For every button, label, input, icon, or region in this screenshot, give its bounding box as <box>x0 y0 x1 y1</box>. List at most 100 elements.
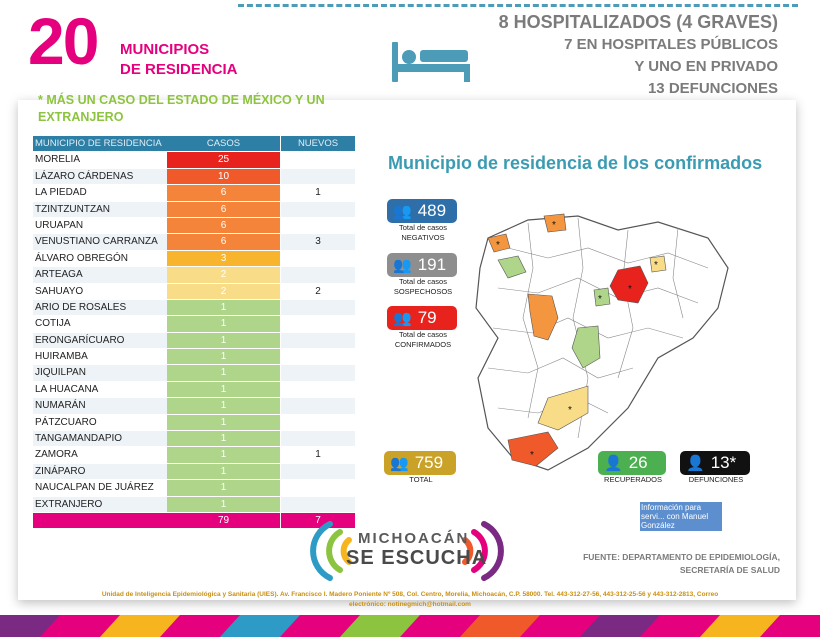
recuperados-value: 26 <box>628 453 648 472</box>
table-row: ARIO DE ROSALES 1 <box>33 299 355 317</box>
table-row: LA HUACANA 1 <box>33 381 355 399</box>
nuevos-cell <box>281 201 355 217</box>
top-dashed-divider <box>238 4 798 7</box>
address-line1: Unidad de Inteligencia Epidemiológica y … <box>101 591 719 598</box>
table-row: ERONGARÍCUARO 1 <box>33 332 355 350</box>
people-icon: 👥 <box>390 455 409 472</box>
municipio-cell: ERONGARÍCUARO <box>33 332 167 349</box>
marker-lazaro-cardenas: * <box>530 450 534 461</box>
total-casos: 79 <box>167 512 280 529</box>
defunciones-value: 13* <box>710 453 737 472</box>
region-arteaga <box>537 385 589 431</box>
nuevos-cell <box>281 463 355 480</box>
sospechosos-caption: Total de casos SOSPECHOSOS <box>387 277 459 297</box>
region-la-piedad <box>543 213 567 233</box>
negativos-caption1: Total de casos <box>399 223 447 232</box>
map-title: Municipio de residencia de los confirmad… <box>388 153 763 173</box>
table-row: VENUSTIANO CARRANZA 6 3 <box>33 234 355 251</box>
total-nuevos: 7 <box>281 512 355 529</box>
total-stat: 👥 759 TOTAL <box>384 451 458 485</box>
region-patzcuaro <box>593 287 611 307</box>
marker-arteaga: * <box>568 405 572 416</box>
nuevos-cell <box>281 152 355 167</box>
nuevos-cell: 1 <box>315 449 321 461</box>
table-row: URUAPAN 6 <box>33 217 355 235</box>
confirmados-caption1: Total de casos <box>399 330 447 339</box>
table-total-row: 79 7 <box>33 512 355 530</box>
region-uruapan <box>527 293 559 341</box>
casos-cell: 1 <box>167 398 280 414</box>
total-badge: 👥 759 <box>384 451 456 475</box>
hospital-summary: 8 HOSPITALIZADOS (4 GRAVES) 7 EN HOSPITA… <box>499 10 778 100</box>
hospital-line4: 13 DEFUNCIONES <box>647 80 778 97</box>
casos-cell: 25 <box>167 152 280 168</box>
address-footer: Unidad de Inteligencia Epidemiológica y … <box>40 590 780 610</box>
sospechosos-badge: 👥 191 <box>387 253 457 277</box>
nuevos-cell <box>281 415 355 430</box>
people-icon: 👥 <box>393 203 412 220</box>
confirmados-badge: 👥 79 <box>387 306 457 330</box>
municipio-cell: ARTEAGA <box>33 267 167 283</box>
brand-line1: MICHOACÁN <box>358 530 470 547</box>
header-casos: CASOS <box>167 136 280 152</box>
table-row: ÁLVARO OBREGÓN 3 <box>33 250 355 268</box>
municipio-cell: MORELIA <box>33 152 167 168</box>
table-row: SAHUAYO 2 2 <box>33 283 355 300</box>
nuevos-cell <box>281 365 355 381</box>
marker-zinaparo: * <box>654 260 658 271</box>
municipality-title: MUNICIPIOS DE RESIDENCIA <box>120 40 238 80</box>
table-row: LA PIEDAD 6 1 <box>33 185 355 202</box>
decorative-stripe <box>0 615 820 637</box>
nuevos-cell <box>281 480 355 495</box>
casos-cell: 1 <box>167 365 280 381</box>
municipio-cell: LA HUACANA <box>33 381 167 398</box>
casos-cell: 6 <box>167 234 280 250</box>
marker-la-piedad: * <box>552 220 556 231</box>
casos-cell: 1 <box>167 463 280 480</box>
address-line2: electrónico: notinegmich@hotmail.com <box>349 601 471 608</box>
nuevos-cell <box>281 398 355 414</box>
table-row: JIQUILPAN 1 <box>33 365 355 382</box>
header-municipio: MUNICIPIO DE RESIDENCIA <box>33 136 167 152</box>
casos-cell: 1 <box>167 316 280 332</box>
region-jiquilpan <box>497 255 527 279</box>
region-zinaparo <box>649 255 667 273</box>
nuevos-cell <box>281 299 355 316</box>
person-icon: 👤 <box>686 455 705 472</box>
header-nuevos: NUEVOS <box>281 136 355 152</box>
municipio-cell: JIQUILPAN <box>33 365 167 381</box>
nuevos-cell <box>281 332 355 349</box>
michoacan-se-escucha-logo <box>310 521 504 581</box>
defunciones-caption: DEFUNCIONES <box>688 475 744 484</box>
municipality-title-line1: MUNICIPIOS <box>120 41 210 58</box>
nuevos-cell <box>281 267 355 283</box>
casos-cell: 1 <box>167 299 280 316</box>
casos-cell: 2 <box>167 283 280 299</box>
confirmados-caption2: CONFIRMADOS <box>394 340 452 349</box>
negativos-value: 489 <box>417 201 447 220</box>
confirmados-stat: 👥 79 Total de casos CONFIRMADOS <box>387 306 459 350</box>
casos-cell: 6 <box>167 185 280 201</box>
casos-cell: 2 <box>167 267 280 283</box>
marker-patzcuaro: * <box>598 294 602 305</box>
defunciones-stat: 👤 13* DEFUNCIONES <box>680 451 752 485</box>
nuevos-cell <box>281 496 355 512</box>
municipio-cell: TZINTZUNTZAN <box>33 201 167 217</box>
marker-sahuayo: * <box>496 240 500 251</box>
municipio-cell: URUAPAN <box>33 217 167 234</box>
table-row: MORELIA 25 <box>33 152 355 169</box>
casos-cell: 10 <box>167 168 280 185</box>
casos-cell: 1 <box>167 414 280 431</box>
sospechosos-stat: 👥 191 Total de casos SOSPECHOSOS <box>387 253 459 297</box>
municipio-cell: ZINÁPARO <box>33 463 167 480</box>
people-icon: 👥 <box>393 257 412 274</box>
recuperados-badge: 👤 26 <box>598 451 666 475</box>
table-row: NUMARÁN 1 <box>33 398 355 415</box>
municipio-cell: VENUSTIANO CARRANZA <box>33 234 167 250</box>
table-row: ZAMORA 1 1 <box>33 447 355 464</box>
municipio-cell: NUMARÁN <box>33 398 167 414</box>
hospital-line2: 7 EN HOSPITALES PÚBLICOS <box>564 36 778 53</box>
negativos-caption2: NEGATIVOS <box>401 233 445 242</box>
region-lazaro-cardenas <box>507 431 559 467</box>
nuevos-cell: 1 <box>315 187 321 199</box>
